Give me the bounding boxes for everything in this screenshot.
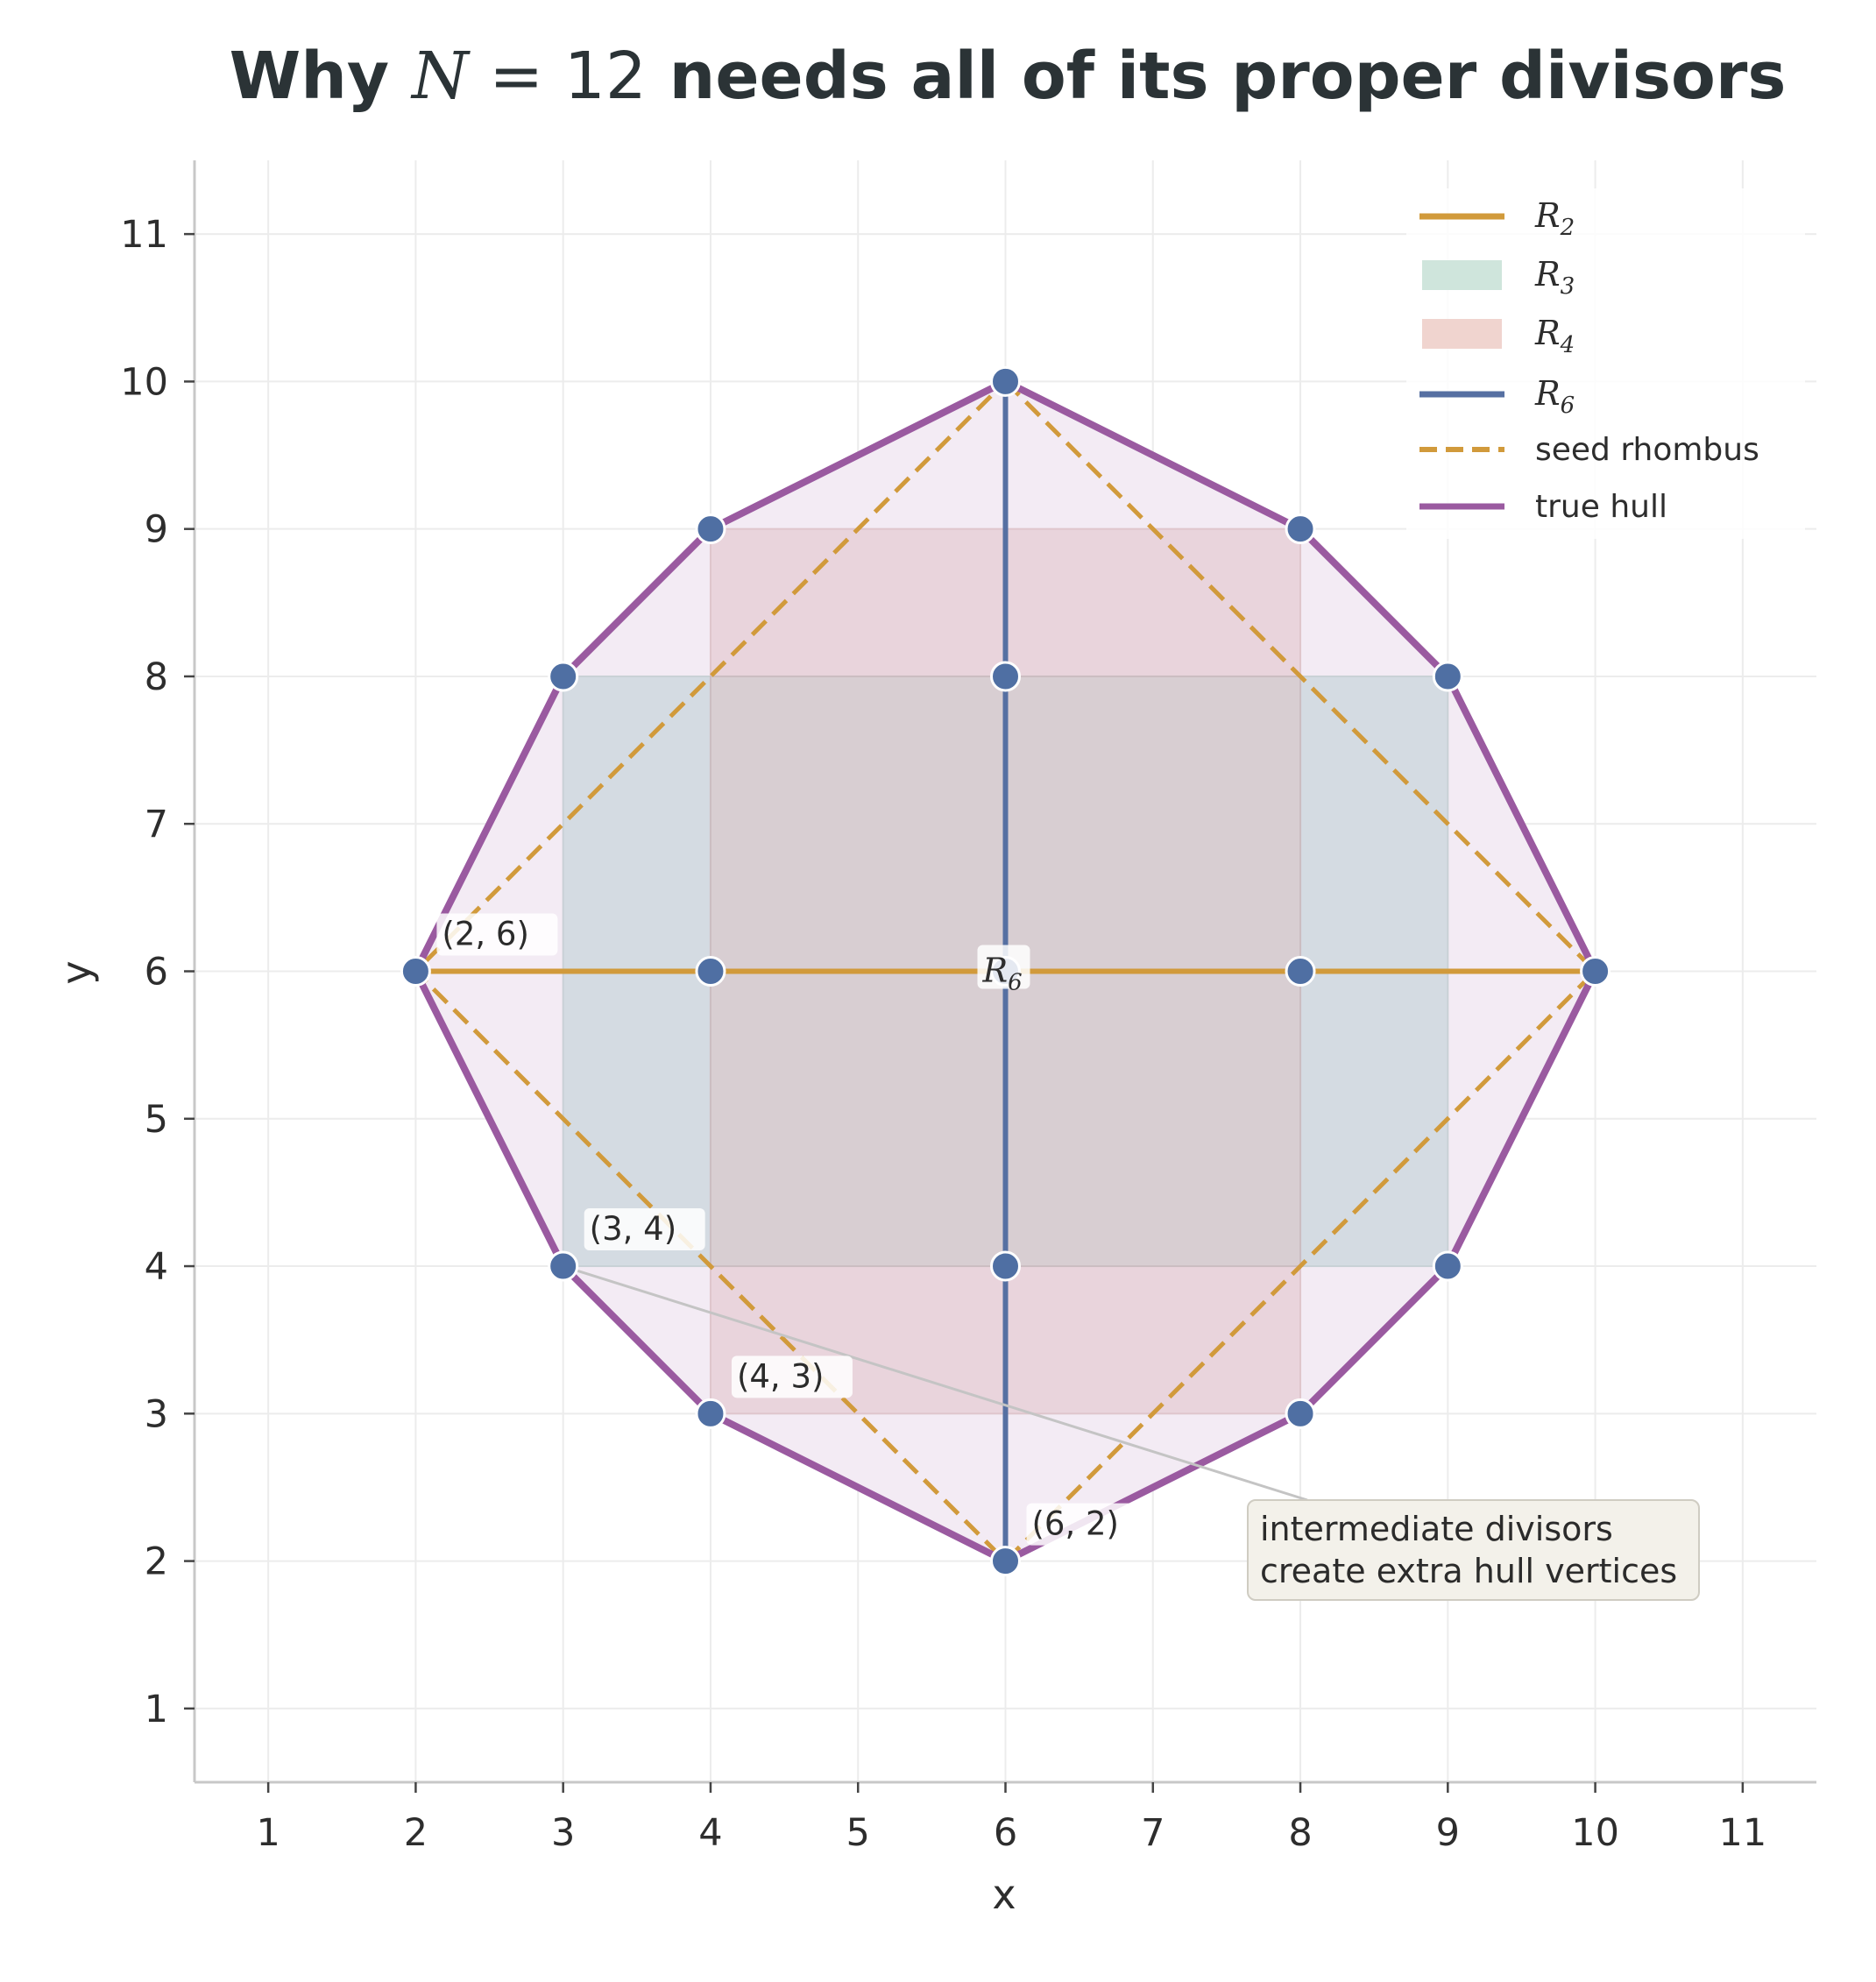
x-tick-label: 9 xyxy=(1436,1811,1460,1855)
x-tick-label: 5 xyxy=(846,1811,870,1855)
title-prefix: Why xyxy=(230,39,412,114)
legend-label: R3 xyxy=(1534,255,1575,300)
point-label: (2, 6) xyxy=(442,916,528,953)
point-label: (6, 2) xyxy=(1032,1505,1119,1543)
data-point xyxy=(990,661,1021,692)
x-tick-label: 1 xyxy=(256,1811,280,1855)
x-tick-label: 3 xyxy=(551,1811,575,1855)
legend-label-base: R xyxy=(1534,314,1561,352)
y-tick-label: 1 xyxy=(145,1688,168,1731)
x-tick-label: 10 xyxy=(1571,1811,1619,1855)
data-point xyxy=(990,1546,1021,1577)
data-point xyxy=(1285,1398,1316,1429)
y-tick-label: 6 xyxy=(145,951,168,995)
x-tick-label: 4 xyxy=(698,1811,722,1855)
title-suffix: needs all of its proper divisors xyxy=(647,39,1786,114)
x-tick-label: 7 xyxy=(1141,1811,1165,1855)
legend-label-sub: 2 xyxy=(1560,215,1575,241)
legend-label: seed rhombus xyxy=(1535,432,1759,468)
point-label-bg xyxy=(1026,1503,1148,1546)
points xyxy=(400,365,1611,1577)
data-point xyxy=(1432,661,1463,692)
legend-label-base: R xyxy=(1534,374,1561,413)
y-tick-label: 4 xyxy=(145,1245,168,1289)
legend-label: true hull xyxy=(1535,489,1667,525)
point-labels: (2, 6) (3, 4) (4, 3) (6, 2) R6 xyxy=(436,913,1148,1546)
legend-label-sub: 4 xyxy=(1560,332,1575,358)
annotation: intermediate divisors create extra hull v… xyxy=(568,1266,1700,1601)
x-tick-label: 8 xyxy=(1288,1811,1312,1855)
y-tick-label: 7 xyxy=(145,803,168,846)
x-axis-label: x xyxy=(992,1871,1016,1918)
data-point xyxy=(1580,956,1611,987)
point-label: (3, 4) xyxy=(590,1210,676,1248)
y-tick-label: 5 xyxy=(145,1098,168,1142)
y-tick-label: 11 xyxy=(120,213,168,257)
y-tick-label: 8 xyxy=(145,655,168,699)
annotation-line: intermediate divisors xyxy=(1260,1510,1613,1548)
legend-label-base: R xyxy=(1534,196,1561,235)
data-point xyxy=(695,1398,726,1429)
legend-label: R2 xyxy=(1534,196,1575,241)
point-label: (4, 3) xyxy=(737,1357,824,1395)
legend-label-sub: 6 xyxy=(1561,393,1575,419)
x-tick-label: 6 xyxy=(994,1811,1017,1855)
x-tick-label: 2 xyxy=(404,1811,428,1855)
data-point xyxy=(1432,1250,1463,1282)
center-label-bg xyxy=(977,945,1030,989)
legend-label-base: R xyxy=(1534,255,1561,294)
legend-label-sub: 3 xyxy=(1561,273,1575,300)
seed-rhombus xyxy=(412,378,1599,1565)
data-point xyxy=(548,1250,579,1282)
legend-box xyxy=(1406,188,1805,539)
point-label-bg xyxy=(731,1356,853,1398)
data-point xyxy=(695,956,726,987)
data-point xyxy=(400,956,431,987)
y-tick-label: 3 xyxy=(145,1392,168,1436)
annotation-arrow xyxy=(568,1266,1308,1502)
data-point xyxy=(1285,956,1316,987)
data-point xyxy=(990,1250,1021,1282)
legend-handle xyxy=(1422,260,1502,290)
point-label-bg xyxy=(584,1208,705,1251)
data-point xyxy=(990,365,1021,397)
data-point xyxy=(695,513,726,545)
y-tick-label: 10 xyxy=(120,360,168,404)
y-tick-label: 9 xyxy=(145,508,168,552)
title-math-rest: = 12 xyxy=(469,39,647,114)
title-math-var: N xyxy=(410,39,471,114)
center-label-sub: 6 xyxy=(1008,970,1023,996)
annotation-box xyxy=(1247,1499,1700,1601)
chart-title: Why N = 12 needs all of its proper divis… xyxy=(230,39,1787,114)
legend-handle xyxy=(1422,319,1502,349)
annotation-line: create extra hull vertices xyxy=(1260,1552,1677,1590)
data-point xyxy=(1285,513,1316,545)
center-label-base: R xyxy=(982,952,1009,990)
legend-label: R4 xyxy=(1534,314,1575,358)
data-point xyxy=(548,661,579,692)
y-axis-label: y xyxy=(53,960,100,984)
point-label-bg xyxy=(436,913,558,956)
y-tick-label: 2 xyxy=(145,1540,168,1584)
center-label: R6 xyxy=(982,952,1023,996)
legend-label: R6 xyxy=(1534,374,1575,419)
x-tick-label: 11 xyxy=(1719,1811,1767,1855)
